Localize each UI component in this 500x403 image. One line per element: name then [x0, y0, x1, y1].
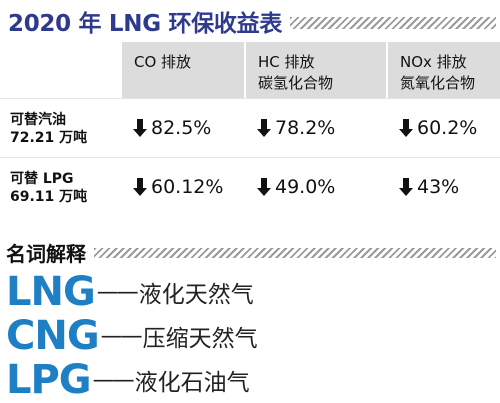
table-row: 可替 LPG 69.11 万吨 60.12% 49.0% 43%: [0, 157, 500, 216]
column-header-line1: CO 排放: [134, 53, 192, 71]
glossary-item: LNG —— 液化天然气: [6, 269, 254, 315]
glossary-abbreviation: LPG: [6, 357, 92, 403]
glossary-meaning: 液化石油气: [134, 370, 250, 396]
value-cell: 78.2%: [244, 99, 386, 157]
glossary-meaning: 液化天然气: [138, 282, 254, 308]
column-header-line1: NOx 排放: [400, 53, 467, 71]
down-arrow-icon: [398, 118, 414, 138]
glossary-hatch-decoration: [94, 248, 496, 258]
value-cell: 49.0%: [244, 158, 386, 216]
down-arrow-icon: [398, 177, 414, 197]
table-corner-cell: [0, 42, 120, 98]
value-text: 60.2%: [417, 117, 478, 139]
value-cell: 60.12%: [120, 158, 244, 216]
glossary-abbreviation: CNG: [6, 313, 100, 359]
value-text: 43%: [417, 176, 460, 198]
value-text: 82.5%: [151, 117, 212, 139]
value-cell: 60.2%: [386, 99, 500, 157]
title-hatch-decoration: [290, 17, 496, 29]
table-row: 可替汽油 72.21 万吨 82.5% 78.2% 60.2%: [0, 98, 500, 157]
value-text: 60.12%: [151, 176, 224, 198]
row-label-line1: 可替汽油: [10, 112, 66, 128]
glossary-abbreviation: LNG: [6, 269, 96, 315]
glossary-item: CNG —— 压缩天然气: [6, 313, 258, 359]
table-header-row: CO 排放 HC 排放 碳氢化合物 NOx 排放 氮氧化合物: [0, 42, 500, 98]
column-header-hc: HC 排放 碳氢化合物: [244, 42, 386, 98]
row-label-lpg: 可替 LPG 69.11 万吨: [0, 158, 120, 216]
glossary-meaning: 压缩天然气: [142, 326, 258, 352]
row-label-gasoline: 可替汽油 72.21 万吨: [0, 99, 120, 157]
down-arrow-icon: [256, 118, 272, 138]
column-header-line2: 碳氢化合物: [258, 74, 334, 92]
glossary-item: LPG —— 液化石油气: [6, 357, 250, 403]
down-arrow-icon: [132, 118, 148, 138]
column-header-line2: 氮氧化合物: [400, 74, 476, 92]
benefit-table: CO 排放 HC 排放 碳氢化合物 NOx 排放 氮氧化合物 可替汽油 72.2…: [0, 42, 500, 216]
row-label-line2: 69.11 万吨: [10, 189, 88, 205]
column-header-line1: HC 排放: [258, 53, 315, 71]
value-text: 49.0%: [275, 176, 336, 198]
glossary-header: 名词解释: [6, 237, 496, 267]
glossary-title: 名词解释: [6, 241, 86, 266]
down-arrow-icon: [132, 177, 148, 197]
row-label-line2: 72.21 万吨: [10, 130, 88, 146]
title-bar: 2020 年 LNG 环保收益表: [8, 4, 496, 38]
glossary-dash: ——: [100, 323, 143, 349]
down-arrow-icon: [256, 177, 272, 197]
glossary-dash: ——: [96, 279, 139, 305]
page-title: 2020 年 LNG 环保收益表: [8, 11, 283, 37]
column-header-nox: NOx 排放 氮氧化合物: [386, 42, 500, 98]
value-cell: 82.5%: [120, 99, 244, 157]
value-text: 78.2%: [275, 117, 336, 139]
row-label-line1: 可替 LPG: [10, 171, 74, 187]
column-header-co: CO 排放: [120, 42, 244, 98]
value-cell: 43%: [386, 158, 500, 216]
glossary-dash: ——: [92, 367, 135, 393]
